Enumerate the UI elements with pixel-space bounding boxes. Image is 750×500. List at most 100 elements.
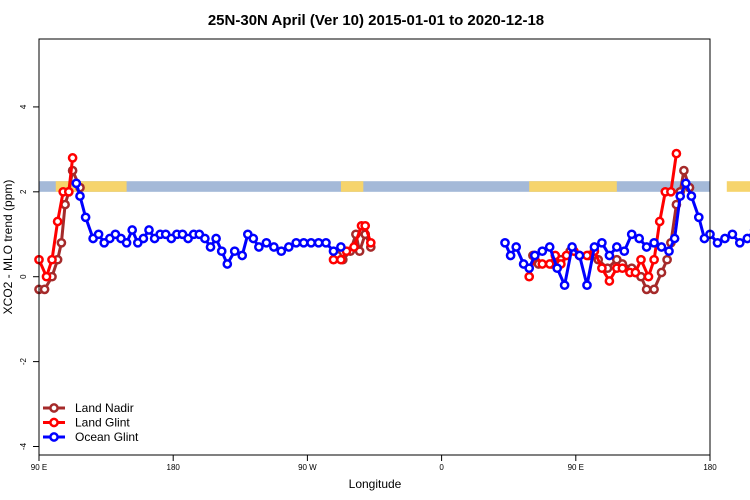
ocean-glint-point (559, 280, 570, 291)
series-ocean-glint (71, 178, 750, 291)
ocean-glint-line-0 (74, 182, 342, 266)
ocean-glint-point (328, 246, 339, 257)
ocean-glint-point (720, 233, 730, 244)
ocean-glint-point (611, 242, 622, 252)
land-sea-band (39, 181, 750, 192)
land-band-1 (340, 181, 364, 192)
y-tick-label: 4 (19, 104, 28, 109)
ocean-glint-point (283, 242, 294, 252)
ocean-glint-point (544, 242, 555, 252)
land-nadir-point (641, 284, 652, 295)
y-axis: -4 -2 0 2 4 (19, 104, 39, 450)
ocean-glint-point (664, 246, 674, 257)
ocean-glint-point (597, 237, 607, 248)
land-glint-point (524, 271, 535, 282)
ocean-glint-point (237, 250, 248, 261)
ocean-glint-point (727, 229, 738, 240)
ocean-glint-point (80, 212, 91, 223)
ocean-glint-point (712, 237, 723, 248)
ocean-glint-point (619, 246, 630, 257)
ocean-glint-point (589, 242, 600, 252)
ocean-glint-point (222, 259, 233, 269)
ocean-glint-point (248, 233, 259, 244)
ocean-glint-point (680, 178, 691, 189)
legend-label: Land Nadir (75, 401, 134, 415)
land-nadir-point (662, 254, 672, 265)
y-tick-label: 2 (19, 189, 28, 194)
ocean-glint-point (529, 250, 540, 261)
land-glint-point (336, 254, 346, 265)
series-land-glint (34, 148, 682, 286)
x-tick-label: 90 E (568, 463, 584, 472)
land-glint-point (643, 271, 654, 282)
ocean-glint-point (200, 233, 210, 244)
ocean-glint-point (574, 250, 585, 261)
land-glint-point (636, 254, 646, 265)
ocean-glint-point (634, 233, 645, 244)
ocean-glint-point (93, 229, 104, 240)
ocean-glint-point (313, 237, 324, 248)
y-axis-label: XCO2 - MLO trend (ppm) (1, 180, 15, 315)
ocean-glint-point (686, 191, 697, 201)
land-glint-point (360, 220, 371, 231)
ocean-glint-point (734, 237, 745, 248)
ocean-glint-point (649, 237, 659, 248)
legend-marker (49, 403, 59, 413)
ocean-band (39, 181, 710, 192)
land-glint-point (582, 250, 592, 261)
ocean-glint-point (552, 263, 563, 274)
land-glint-point (67, 153, 78, 163)
ocean-glint-point (582, 280, 592, 291)
legend-marker (49, 417, 59, 428)
ocean-glint-point (216, 246, 227, 257)
legend-item-ocean-glint: Ocean Glint (43, 430, 139, 444)
x-tick-label: 180 (167, 463, 181, 472)
land-glint-point (604, 276, 615, 286)
ocean-glint-point (321, 237, 331, 248)
ocean-glint-point (306, 237, 316, 248)
land-glint-point (671, 148, 682, 159)
plot-frame (38, 38, 711, 456)
ocean-glint-point (229, 246, 240, 257)
land-band-2 (529, 181, 617, 192)
land-nadir-point (656, 267, 667, 278)
y-tick-label: -4 (19, 442, 28, 450)
ocean-glint-point (524, 263, 535, 274)
ocean-glint-point (567, 242, 577, 252)
ocean-glint-point (505, 250, 516, 261)
ocean-glint-point (626, 229, 637, 240)
ocean-glint-point (144, 225, 154, 235)
ocean-glint-point (121, 237, 132, 248)
chart-title: 25N-30N April (Ver 10) 2015-01-01 to 202… (208, 12, 544, 29)
ocean-glint-point (336, 242, 346, 252)
ocean-glint-point (604, 250, 615, 261)
ocean-glint-point (742, 233, 750, 244)
ocean-glint-point (276, 246, 287, 257)
legend-item-land-glint: Land Glint (43, 416, 130, 430)
land-glint-point (365, 237, 376, 248)
ocean-glint-point (669, 233, 680, 244)
ocean-glint-point (693, 212, 704, 223)
land-glint-point (630, 267, 641, 278)
ocean-glint-point (298, 237, 309, 248)
ocean-glint-point (127, 225, 138, 235)
land-glint-point (349, 242, 359, 252)
land-band-3 (726, 181, 750, 192)
ocean-glint-point (254, 242, 264, 252)
land-glint-point (47, 254, 57, 265)
ocean-glint-point (511, 242, 522, 252)
ocean-glint-point (138, 233, 149, 244)
land-nadir-point (679, 165, 689, 176)
x-tick-label: 90 W (298, 463, 317, 472)
land-glint-point (63, 186, 74, 197)
ocean-glint-point (261, 237, 272, 248)
land-glint-point (654, 216, 665, 227)
land-glint-point (617, 263, 628, 274)
x-tick-label: 180 (703, 463, 717, 472)
land-nadir-point (649, 284, 659, 295)
legend-label: Land Glint (75, 416, 130, 430)
ocean-glint-point (656, 242, 667, 252)
y-tick-label: 0 (19, 274, 28, 279)
